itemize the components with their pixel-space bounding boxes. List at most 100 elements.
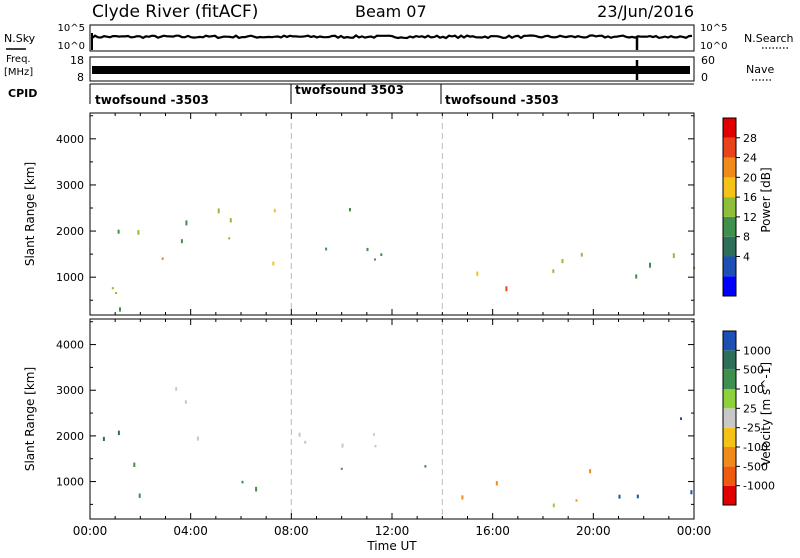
data-cell <box>552 269 555 273</box>
colorbar-tick-label: 24 <box>743 152 757 165</box>
data-cell <box>341 443 344 448</box>
colorbar-segment <box>723 177 736 198</box>
nsky-label: N.Sky <box>4 32 36 45</box>
colorbar-segment <box>723 276 736 296</box>
x-tick-label: 08:00 <box>274 524 309 538</box>
freq-trace <box>92 66 690 74</box>
colorbar-segment <box>723 485 736 505</box>
data-cell <box>325 247 328 251</box>
nsearch-label: N.Search <box>744 32 794 45</box>
data-cell <box>272 261 275 266</box>
data-cell <box>196 436 199 441</box>
data-cell <box>505 286 508 292</box>
freq-tick-bottom: 8 <box>77 71 84 84</box>
time-axis-label: Time UT <box>366 539 417 553</box>
data-cell <box>115 292 117 294</box>
power-ticks: 1000 2000 3000 4000 <box>56 113 695 315</box>
data-cell <box>349 208 351 212</box>
y-tick-label: 3000 <box>56 179 84 192</box>
data-cell <box>229 218 232 223</box>
cpid-segment-label: twofsound -3503 <box>95 93 209 107</box>
colorbar-segment <box>723 427 736 447</box>
beam-title: Beam 07 <box>355 2 427 21</box>
nave-tick-top: 60 <box>701 54 715 67</box>
colorbar-tick-label: 28 <box>743 132 757 145</box>
nsky-tick-bottom: 10^0 <box>58 41 85 52</box>
colorbar-tick-label: -25 <box>743 422 761 435</box>
velocity-colorbar: Velocity [m s^-1] 1000 500 100 25 -25 -100 -50… <box>722 330 775 506</box>
freq-tick-top: 18 <box>70 54 84 67</box>
data-cell <box>552 503 555 508</box>
nave-label: Nave <box>746 63 774 76</box>
data-cell <box>241 480 244 484</box>
colorbar-segment <box>723 137 736 158</box>
data-cell <box>575 499 578 502</box>
y-tick-label: 3000 <box>56 384 84 397</box>
cpid-segment-label: twofsound 3503 <box>295 83 404 97</box>
station-title: Clyde River (fitACF) <box>92 2 258 22</box>
colorbar-tick-label: 500 <box>743 364 764 377</box>
y-tick-label: 4000 <box>56 339 84 352</box>
data-cell <box>373 433 375 436</box>
data-cell <box>117 430 120 436</box>
x-tick-label: 04:00 <box>173 524 208 538</box>
data-cell <box>184 400 187 404</box>
data-cell <box>217 208 220 214</box>
time-axis: Time UT 00:00 04:00 08:00 12:00 16:00 20:00 00… <box>73 524 712 553</box>
colorbar-segment <box>723 236 736 257</box>
data-cell <box>580 252 583 257</box>
colorbar-frame <box>722 330 737 506</box>
colorbar-segment <box>723 118 736 138</box>
colorbar-segment <box>723 466 736 486</box>
power-frame <box>89 112 695 316</box>
y-tick-label: 1000 <box>56 271 84 284</box>
power-colorbar: Power [dB] 28 24 20 16 12 8 4 <box>722 117 773 297</box>
nsearch-tick-bottom: 10^0 <box>700 41 727 52</box>
data-cell <box>119 307 121 312</box>
data-cell <box>380 253 383 256</box>
data-cell <box>137 230 140 235</box>
data-cell <box>690 490 693 495</box>
data-cell <box>374 258 376 261</box>
cpid-row: CPID twofsound -3503 twofsound 3503 twof… <box>8 83 694 107</box>
data-cell <box>340 467 343 470</box>
power-panel: 1000 2000 3000 4000 Slant Range [km] <box>23 112 696 316</box>
nsearch-tick-top: 10^5 <box>700 23 727 34</box>
velocity-panel: 1000 2000 3000 4000 Slant Range [km] <box>23 318 695 520</box>
data-cell <box>366 247 369 252</box>
colorbar-segment <box>723 157 736 178</box>
nsky-trace <box>91 34 693 40</box>
velocity-colorbar-label: Velocity [m s^-1] <box>759 362 773 466</box>
data-cell <box>304 440 307 444</box>
x-tick-label: 00:00 <box>73 524 108 538</box>
cpid-label: CPID <box>8 87 37 100</box>
data-cell <box>636 494 639 499</box>
y-tick-label: 2000 <box>56 430 84 443</box>
data-cell <box>255 486 258 492</box>
data-cell <box>635 274 638 279</box>
freq-frame <box>89 56 695 82</box>
data-cell <box>102 436 105 441</box>
power-scatter <box>111 113 696 315</box>
colorbar-tick-label: 4 <box>743 250 750 263</box>
data-cell <box>273 208 276 213</box>
data-cell <box>175 387 178 391</box>
x-tick-label: 20:00 <box>576 524 611 538</box>
freq-unit-label: [MHz] <box>4 67 33 78</box>
data-cell <box>185 220 188 226</box>
power-colorbar-label: Power [dB] <box>759 167 773 232</box>
nsky-strip: 10^5 10^0 10^5 10^0 N.Sky N.Search <box>4 23 794 52</box>
colorbar-segment <box>723 350 736 370</box>
colorbar-tick-label: -500 <box>743 460 768 473</box>
cpid-segment-label: twofsound -3503 <box>445 93 559 107</box>
data-cell <box>161 257 164 260</box>
power-ylabel: Slant Range [km] <box>23 162 37 266</box>
nave-tick-bottom: 0 <box>701 71 708 84</box>
data-cell <box>180 239 183 244</box>
data-cell <box>138 493 141 498</box>
velocity-ticks: 1000 2000 3000 4000 <box>56 319 695 519</box>
velocity-frame <box>89 318 695 520</box>
data-cell <box>133 462 136 467</box>
data-cell <box>672 253 675 259</box>
